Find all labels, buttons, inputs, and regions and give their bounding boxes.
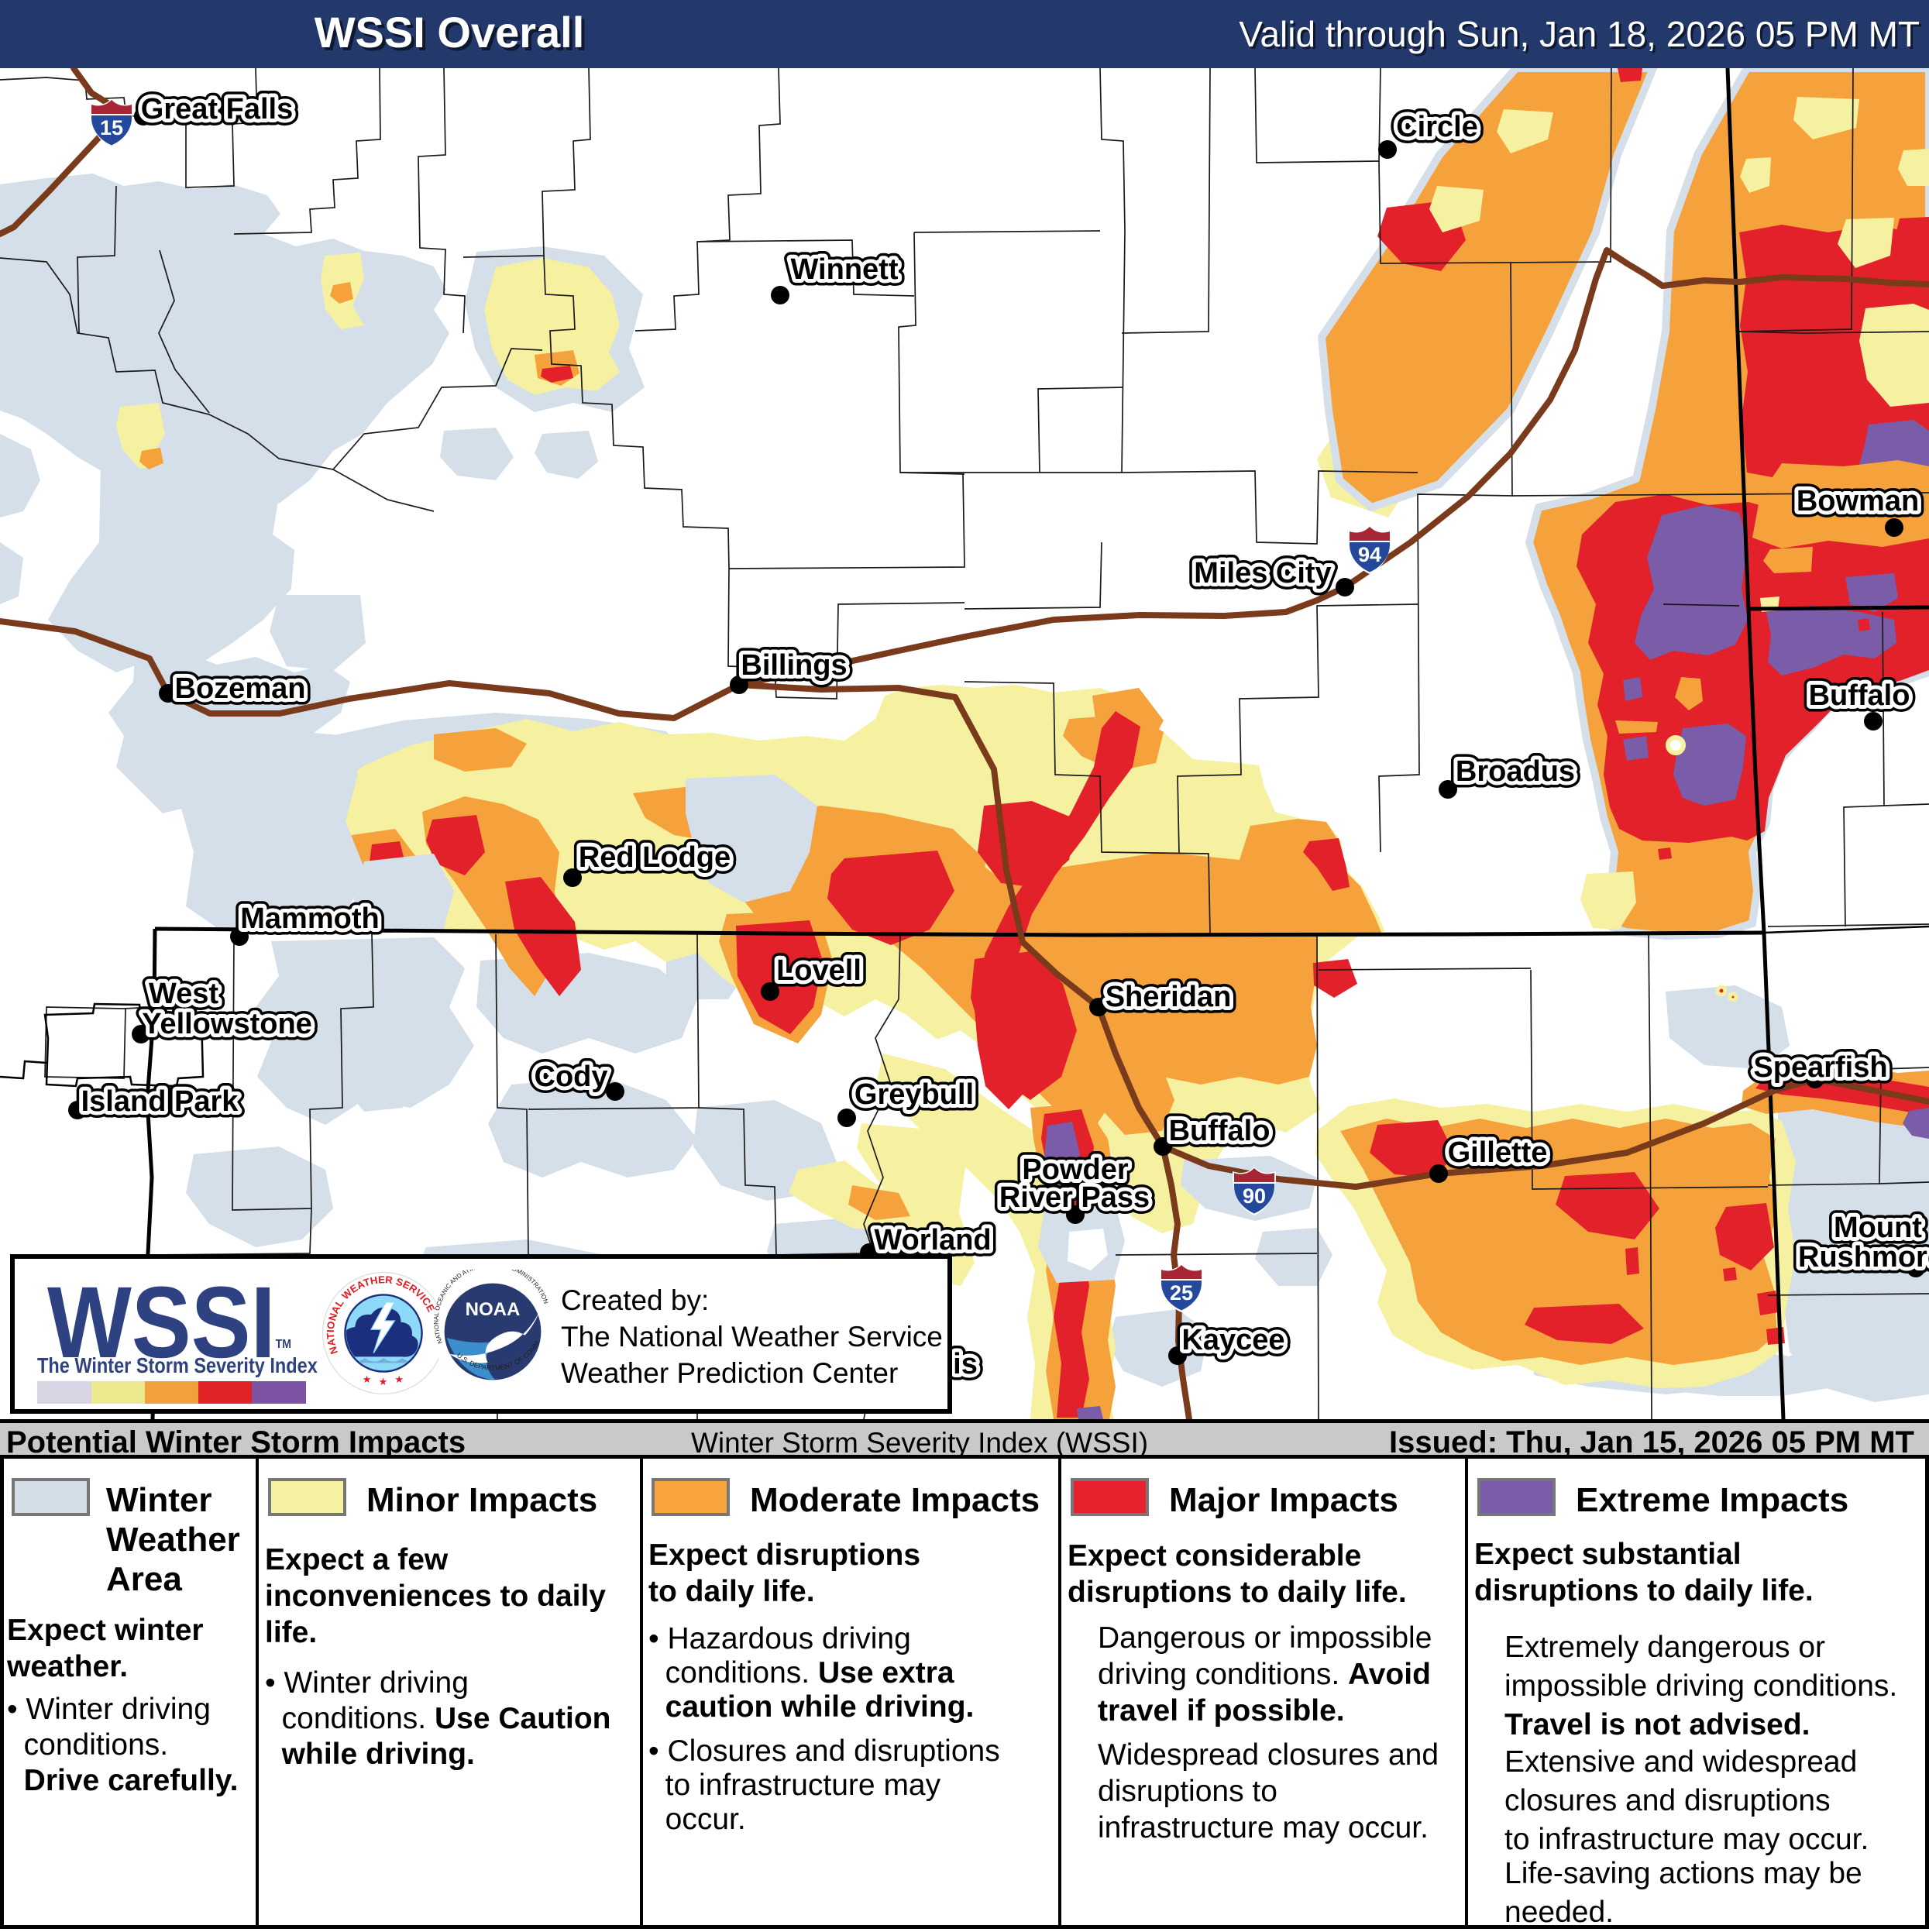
svg-text:★: ★ — [394, 1373, 403, 1385]
svg-text:90: 90 — [1243, 1184, 1266, 1208]
svg-text:94: 94 — [1358, 543, 1381, 566]
svg-text:★: ★ — [363, 1373, 371, 1385]
svg-text:NOAA: NOAA — [466, 1299, 521, 1320]
svg-text:25: 25 — [1170, 1281, 1193, 1305]
svg-text:15: 15 — [100, 116, 123, 139]
svg-text:★: ★ — [379, 1376, 387, 1387]
